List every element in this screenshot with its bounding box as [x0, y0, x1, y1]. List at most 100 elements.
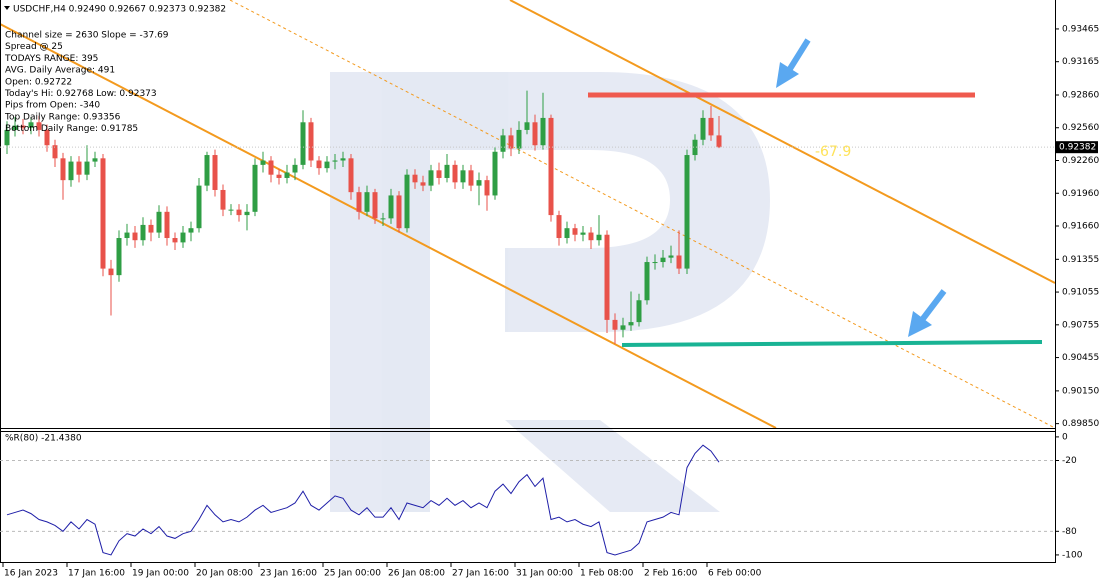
- candle-body: [92, 158, 98, 162]
- candle-body: [596, 234, 602, 241]
- candle-body: [76, 161, 82, 175]
- candle-body: [564, 228, 570, 239]
- candle-body: [516, 129, 522, 149]
- candle-body: [708, 117, 714, 136]
- candle-body: [228, 209, 234, 211]
- y-tick-label: 0.91055: [1062, 288, 1099, 298]
- candle-body: [652, 262, 658, 264]
- candle-body: [60, 158, 66, 181]
- channel-lower: [0, 23, 777, 429]
- candle-body: [356, 192, 362, 212]
- candle-body: [460, 170, 466, 183]
- x-tick-label: 1 Feb 08:00: [580, 569, 634, 579]
- y-tick-label: 0.93465: [1062, 24, 1099, 34]
- y-tick-label: 0.92260: [1062, 156, 1099, 166]
- y-tick-label: 0.92860: [1062, 90, 1099, 100]
- x-tick-label: 31 Jan 00:00: [516, 569, 573, 579]
- candle-body: [84, 161, 90, 175]
- x-tick-label: 27 Jan 16:00: [452, 569, 509, 579]
- candle-body: [556, 215, 562, 239]
- candle-body: [172, 238, 178, 243]
- channel-label: -67.9: [815, 144, 851, 160]
- y-tick-label: -100: [1062, 550, 1083, 560]
- candle-body: [308, 122, 314, 161]
- candle-body: [12, 125, 18, 130]
- candle-body: [508, 135, 514, 149]
- candle-body: [260, 160, 266, 165]
- candle-body: [524, 122, 530, 130]
- y-tick-label: -80: [1062, 527, 1077, 537]
- candle-body: [140, 224, 146, 241]
- candle-body: [436, 170, 442, 178]
- y-tick-label: 0: [1062, 432, 1068, 442]
- candle-body: [204, 155, 210, 186]
- candle-body: [276, 174, 282, 178]
- info-line: Bottom Daily Range: 0.91785: [5, 124, 138, 134]
- candle-body: [636, 300, 642, 323]
- candle-body: [212, 155, 218, 190]
- info-line: TODAYS RANGE: 395: [4, 54, 98, 64]
- x-tick-label: 6 Feb 00:00: [708, 569, 762, 579]
- candle-body: [324, 161, 330, 169]
- candle-body: [148, 224, 154, 233]
- candle-body: [20, 125, 26, 128]
- y-tick-label: 0.91355: [1062, 255, 1099, 265]
- y-tick-label: 0.92560: [1062, 123, 1099, 133]
- y-tick-label: 0.90755: [1062, 320, 1099, 330]
- candle-body: [692, 139, 698, 156]
- candle-body: [100, 158, 106, 269]
- candle-body: [196, 185, 202, 229]
- candle-body: [580, 232, 586, 235]
- candle-body: [700, 117, 706, 140]
- y-tick-label: 0.91660: [1062, 222, 1099, 232]
- candle-body: [364, 192, 370, 212]
- candle-body: [532, 122, 538, 146]
- candle-body: [612, 319, 618, 330]
- x-tick-label: 17 Jan 16:00: [68, 569, 125, 579]
- candle-body: [444, 164, 450, 178]
- arrows: [776, 38, 947, 337]
- y-tick-label: 0.90150: [1062, 386, 1099, 396]
- candle-body: [604, 234, 610, 320]
- candle-body: [492, 151, 498, 196]
- info-line: AVG. Daily Average: 491: [5, 66, 115, 76]
- candle-body: [316, 160, 322, 169]
- candle-body: [388, 195, 394, 219]
- info-line: Spread @ 25: [5, 42, 63, 52]
- candle-body: [468, 170, 474, 186]
- candle-body: [180, 232, 186, 243]
- y-tick-label: 0.93165: [1062, 57, 1099, 67]
- candle-body: [28, 122, 34, 128]
- candle-body: [660, 257, 666, 263]
- chart-title: USDCHF,H4 0.92490 0.92667 0.92373 0.9238…: [13, 5, 226, 15]
- candle-body: [4, 129, 10, 146]
- candle-body: [676, 255, 682, 269]
- candle-body: [644, 262, 650, 301]
- candle-body: [572, 228, 578, 235]
- indicator-line: [6, 444, 720, 556]
- info-line: Pips from Open: -340: [5, 101, 100, 111]
- title-marker: [4, 6, 10, 10]
- candle-body: [372, 192, 378, 219]
- candle-body: [300, 122, 306, 165]
- candle-body: [36, 122, 42, 130]
- channel-upper: [509, 0, 1056, 284]
- candle-body: [428, 170, 434, 186]
- channel-middle: [229, 0, 1056, 429]
- candle-body: [52, 145, 58, 159]
- candle-body: [340, 158, 346, 161]
- y-tick-label: 0.90455: [1062, 353, 1099, 363]
- candle-body: [420, 182, 426, 186]
- candle-body: [124, 232, 130, 239]
- candle-body: [716, 135, 722, 148]
- current-price-label: 0.92382: [1059, 143, 1096, 153]
- candle-body: [116, 238, 122, 276]
- candle-body: [252, 164, 258, 212]
- candle-body: [668, 255, 674, 258]
- support-line: [621, 340, 1043, 347]
- candle-body: [620, 325, 626, 330]
- candle-body: [396, 195, 402, 229]
- indicator-title: %R(80) -21.4380: [5, 434, 82, 444]
- x-tick-label: 20 Jan 08:00: [196, 569, 253, 579]
- info-line: Today's Hi: 0.92768 Low: 0.92373: [4, 89, 157, 99]
